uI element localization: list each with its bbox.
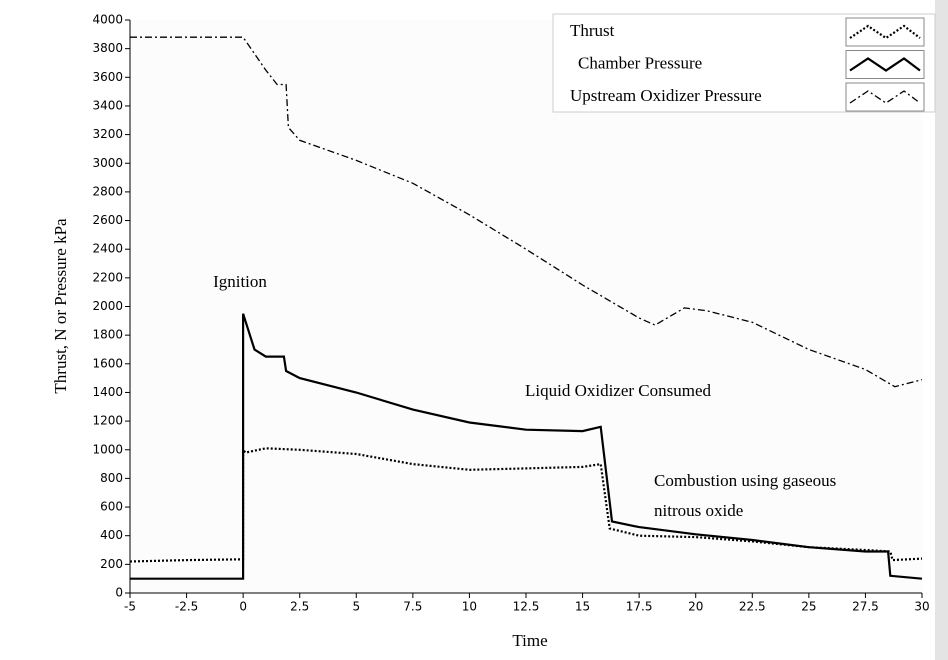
annotation: nitrous oxide [654,501,743,520]
y-tick-label: 200 [100,557,123,571]
y-tick-label: 800 [100,471,123,485]
y-tick-label: 3200 [92,127,123,141]
y-tick-label: 1600 [92,356,123,370]
x-tick-label: 0 [239,600,247,614]
x-tick-label: 17.5 [626,600,653,614]
legend-swatch-box [845,17,925,47]
y-tick-label: 2200 [92,270,123,284]
legend-label: Thrust [570,21,615,40]
x-tick-label: -5 [124,600,136,614]
side-strip [935,0,948,660]
annotation: Combustion using gaseous [654,471,836,490]
y-tick-label: 3000 [92,156,123,170]
x-tick-label: 22.5 [739,600,766,614]
x-tick-label: 15 [575,600,590,614]
x-tick-label: 30 [914,600,929,614]
legend-swatch [849,57,921,72]
annotation: Liquid Oxidizer Consumed [525,381,712,400]
x-tick-label: 20 [688,600,703,614]
y-tick-label: 3400 [92,98,123,112]
y-tick-label: 2400 [92,242,123,256]
y-tick-label: 4000 [92,13,123,27]
y-tick-label: 400 [100,528,123,542]
y-axis-label: Thrust, N or Pressure kPa [51,218,70,394]
y-tick-label: 600 [100,500,123,514]
x-tick-label: 25 [801,600,816,614]
y-tick-label: 1000 [92,442,123,456]
y-tick-label: 0 [115,586,123,600]
y-tick-label: 2600 [92,213,123,227]
legend-label: Upstream Oxidizer Pressure [570,86,762,105]
x-tick-label: 5 [352,600,360,614]
y-tick-label: 2800 [92,184,123,198]
x-tick-label: 12.5 [513,600,540,614]
annotation: Ignition [213,272,267,291]
x-tick-label: 2.5 [290,600,309,614]
x-axis-label: Time [512,631,547,650]
series-line [130,313,923,580]
y-tick-label: 3600 [92,70,123,84]
legend-swatch [849,90,921,104]
plot-area [130,20,922,593]
x-tick-label: -2.5 [175,600,198,614]
legend-label: Chamber Pressure [578,53,702,72]
y-tick-label: 3800 [92,41,123,55]
x-tick-label: 27.5 [852,600,879,614]
x-tick-label: 7.5 [403,600,422,614]
y-tick-label: 2000 [92,299,123,313]
y-tick-label: 1400 [92,385,123,399]
y-tick-label: 1800 [92,328,123,342]
y-tick-label: 1200 [92,414,123,428]
x-tick-label: 10 [462,600,477,614]
